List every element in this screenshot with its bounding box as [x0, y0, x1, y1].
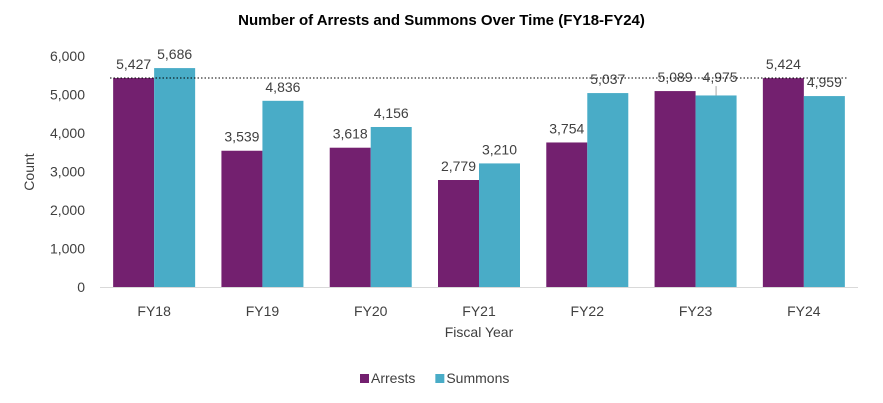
chart-title: Number of Arrests and Summons Over Time … [238, 12, 645, 29]
data-label-summons: 5,037 [590, 71, 625, 87]
bar-arrests [113, 78, 155, 287]
bar-arrests [654, 91, 696, 287]
data-label-arrests: 2,779 [441, 158, 476, 174]
bar-arrests [546, 142, 588, 287]
data-label-summons: 4,959 [807, 74, 842, 90]
x-tick-label: FY24 [787, 303, 821, 319]
y-tick-label: 1,000 [50, 241, 85, 257]
bar-arrests [221, 150, 263, 287]
data-label-summons: 4,975 [703, 69, 738, 85]
data-label-arrests: 5,089 [658, 69, 693, 85]
x-axis-title: Fiscal Year [445, 324, 514, 340]
y-tick-label: 2,000 [50, 202, 85, 218]
legend: Arrests Summons [360, 370, 509, 386]
bar-summons [803, 96, 845, 288]
bar-summons [587, 93, 629, 287]
x-tick-label: FY22 [571, 303, 605, 319]
x-tick-label: FY20 [354, 303, 388, 319]
data-label-arrests: 3,539 [224, 129, 259, 145]
y-tick-label: 4,000 [50, 125, 85, 141]
bar-summons [370, 126, 412, 287]
y-tick-label: 0 [77, 279, 85, 295]
y-tick-label: 3,000 [50, 164, 85, 180]
legend-swatch-summons [435, 374, 445, 383]
bar-summons [262, 100, 304, 288]
y-axis-title: Count [21, 153, 37, 190]
data-label-arrests: 5,427 [116, 56, 151, 72]
y-tick-label: 5,000 [50, 87, 85, 103]
data-label-summons: 3,210 [482, 141, 517, 157]
x-tick-label: FY19 [246, 303, 280, 319]
data-label-arrests: 3,754 [549, 120, 584, 136]
bar-arrests [329, 147, 371, 287]
x-tick-label: FY21 [462, 303, 496, 319]
legend-swatch-arrests [360, 374, 369, 383]
legend-label-summons: Summons [446, 370, 509, 386]
x-tick-label: FY18 [137, 303, 171, 319]
data-label-summons: 4,836 [265, 79, 300, 95]
data-label-summons: 4,156 [374, 105, 409, 121]
plot-area: 0 1,000 2,000 3,000 4,000 5,000 6,000 5,427 5,68… [50, 46, 858, 319]
y-tick-label: 6,000 [50, 48, 85, 64]
bar-summons [154, 68, 196, 288]
bar-summons [695, 95, 737, 288]
bar-summons [479, 163, 520, 287]
bar-arrests [762, 78, 804, 288]
data-label-arrests: 3,618 [333, 126, 368, 142]
legend-label-arrests: Arrests [371, 370, 415, 386]
data-label-summons: 5,686 [157, 46, 192, 62]
bar-arrests [438, 180, 479, 287]
data-label-arrests: 5,424 [766, 56, 801, 72]
x-tick-label: FY23 [679, 303, 713, 319]
